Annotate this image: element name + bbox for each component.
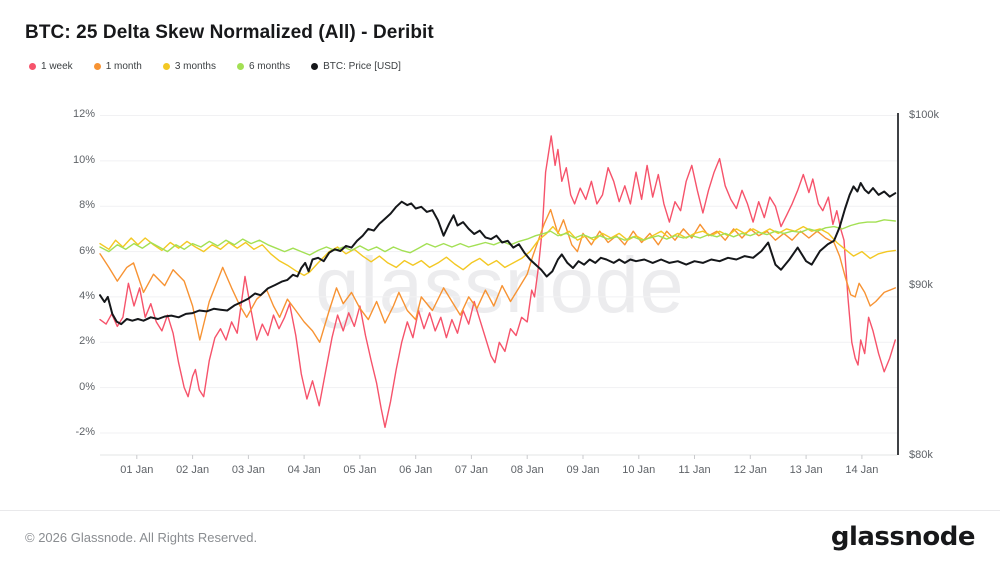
legend-dot-icon [29,63,36,70]
y-axis-left-tick-label: 10% [72,153,95,166]
legend-item-label: 6 months [248,61,291,72]
legend-item-label: 1 month [105,61,142,72]
y-axis-left-tick-label: 2% [79,335,95,348]
copyright-text: © 2026 Glassnode. All Rights Reserved. [25,529,258,545]
x-axis-tick-label: 05 Jan [343,464,377,476]
x-axis-tick-label: 04 Jan [287,464,321,476]
legend-dot-icon [311,63,319,70]
footer: © 2026 Glassnode. All Rights Reserved. g… [0,510,1000,563]
price-skew-line-chart[interactable] [0,0,1000,510]
x-axis-tick-label: 11 Jan [678,464,711,476]
x-axis-tick-label: 12 Jan [733,464,767,476]
legend-item-label: BTC: Price [USD] [323,61,401,72]
y-axis-left-tick-label: 12% [72,108,95,121]
chart-area: glassnode 12% 10% 8% 6% 4% 2% 0% -2% $100k $90k $8… [0,0,1000,510]
y-axis-left-tick-label: -2% [75,426,95,438]
x-axis-tick-label: 07 Jan [454,464,488,476]
page-title: BTC: 25 Delta Skew Normalized (All) - De… [25,22,434,43]
y-axis-right-tick-label: $80k [909,449,933,461]
legend-dot-icon [93,63,101,70]
legend-dot-icon [162,63,170,70]
legend-item-1-month[interactable]: 1 month [93,61,142,72]
y-axis-left-tick-label: 6% [79,244,95,257]
legend-item-label: 1 week [41,61,73,72]
legend-item-btc-price-usd[interactable]: BTC: Price [USD] [311,61,401,72]
legend-dot-icon [236,63,244,70]
x-axis-tick-label: 10 Jan [622,464,656,476]
chart-legend: 1 week 1 month 3 months 6 months BTC: Price … [29,61,401,72]
legend-item-6-months[interactable]: 6 months [236,61,291,72]
y-axis-right-tick-label: $90k [909,279,933,292]
legend-item-1-week[interactable]: 1 week [29,61,73,72]
x-axis-tick-label: 13 Jan [789,464,823,476]
y-axis-left-tick-label: 0% [79,380,95,393]
x-axis-tick-label: 01 Jan [120,464,154,476]
x-axis-tick-label: 14 Jan [845,464,879,476]
x-axis-tick-label: 06 Jan [399,464,433,476]
x-axis-tick-label: 02 Jan [176,464,210,476]
x-axis-tick-label: 08 Jan [510,464,544,476]
legend-item-label: 3 months [174,61,216,72]
glassnode-logo: glassnode [830,522,976,552]
x-axis-tick-label: 03 Jan [231,464,265,476]
x-axis-tick-label: 09 Jan [566,464,600,476]
y-axis-left-tick-label: 4% [79,289,95,302]
y-axis-right-tick-label: $100k [909,109,939,122]
y-axis-left-tick-label: 8% [79,199,95,212]
legend-item-3-months[interactable]: 3 months [162,61,216,72]
